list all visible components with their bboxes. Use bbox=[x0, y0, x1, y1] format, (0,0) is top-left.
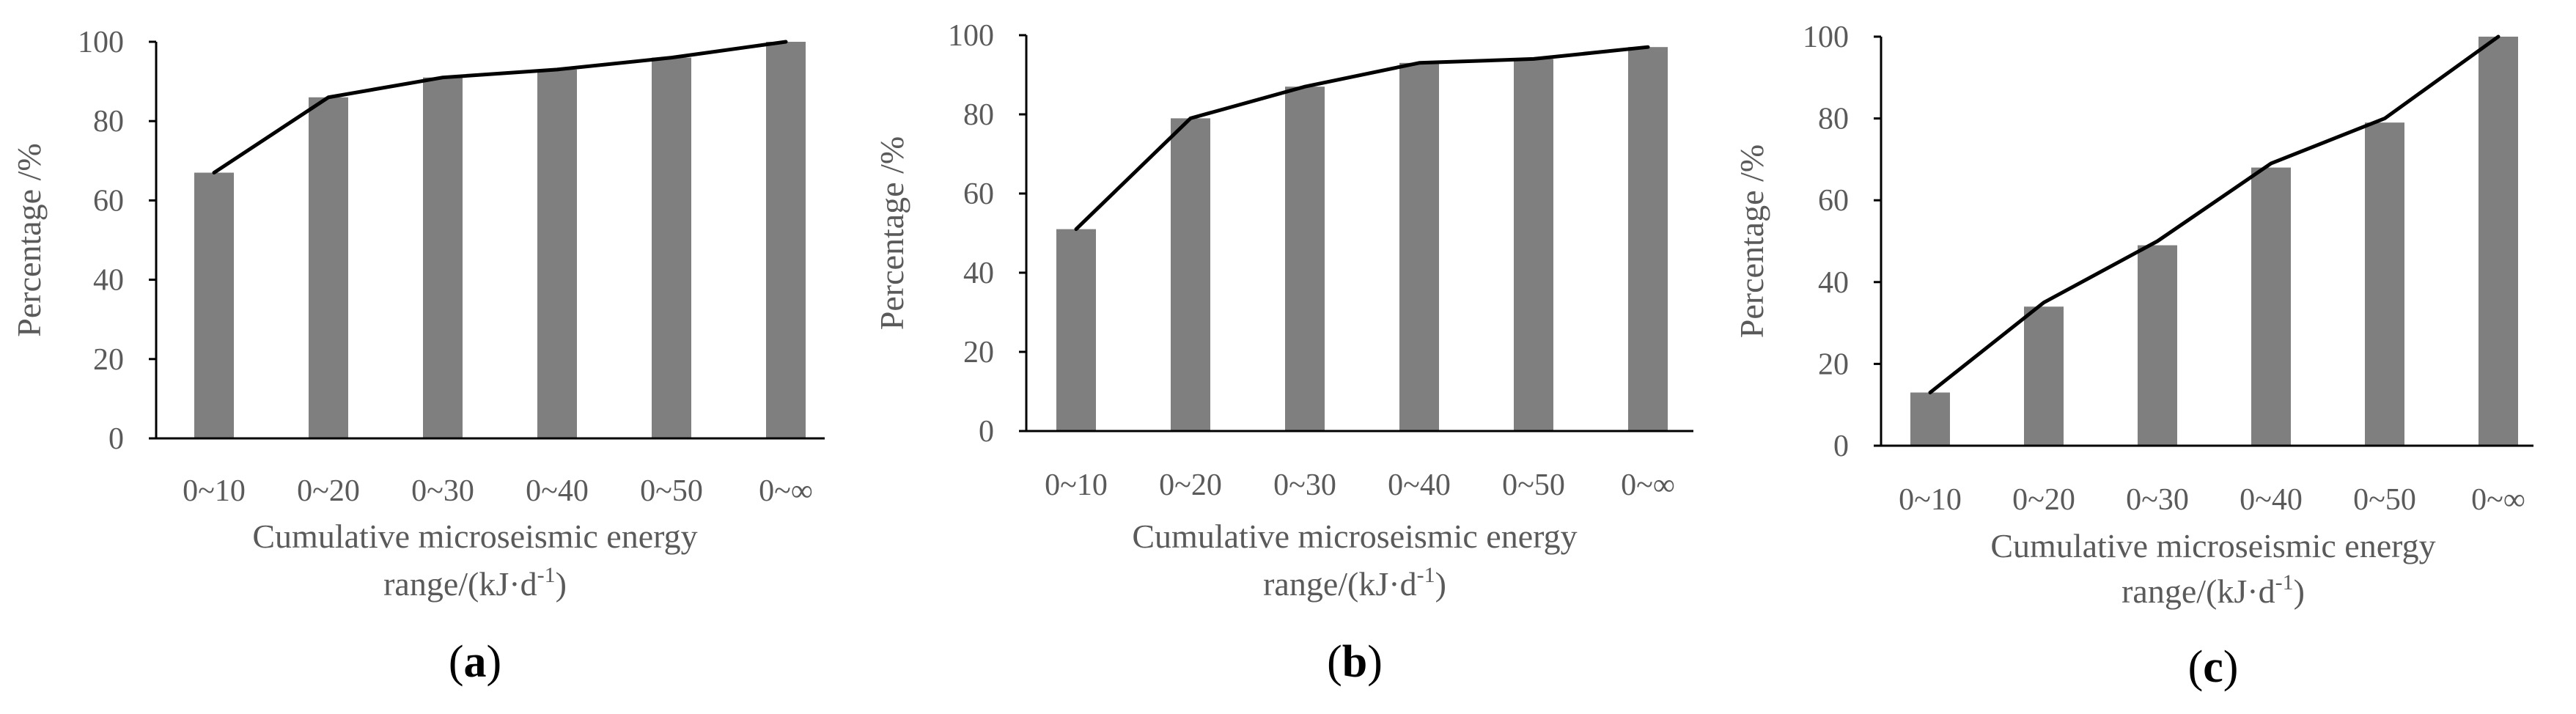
x-tick-label-b-4: 0~40 bbox=[1388, 468, 1451, 502]
x-tick-label-c-2: 0~20 bbox=[2012, 483, 2075, 517]
bar-b-4 bbox=[1399, 62, 1439, 432]
x-axis-unit-main: range/(kJ·d bbox=[2121, 573, 2275, 610]
x-axis-unit-superscript: -1 bbox=[1417, 563, 1435, 587]
panel-paren-close: ) bbox=[2223, 642, 2239, 692]
y-tick-label-a-80: 80 bbox=[93, 105, 124, 139]
x-tick-label-a-5: 0~50 bbox=[640, 474, 703, 508]
bar-a-3 bbox=[423, 77, 463, 438]
cumulative-line-c bbox=[1928, 34, 2500, 394]
bar-c-6 bbox=[2479, 37, 2518, 446]
x-axis-unit-c: range/(kJ·d-1) bbox=[2121, 570, 2305, 610]
bar-a-4 bbox=[537, 69, 577, 439]
bar-b-2 bbox=[1171, 118, 1210, 431]
y-tick-label-a-60: 60 bbox=[93, 184, 124, 218]
y-tick-label-a-0: 0 bbox=[108, 422, 124, 456]
y-tick-label-b-0: 0 bbox=[979, 415, 994, 449]
x-tick-label-a-6: 0~∞ bbox=[759, 474, 813, 508]
bar-b-6 bbox=[1628, 47, 1668, 431]
x-tick-label-a-2: 0~20 bbox=[297, 474, 360, 508]
x-axis-title-a: Cumulative microseismic energy bbox=[252, 518, 697, 555]
x-axis-unit-close: ) bbox=[2294, 573, 2305, 610]
y-axis-title-b: Percentage /% bbox=[873, 136, 910, 330]
x-tick-label-a-1: 0~10 bbox=[183, 474, 246, 508]
x-axis-unit-close: ) bbox=[1435, 565, 1446, 603]
panel-label-a: (a) bbox=[449, 637, 501, 687]
bar-a-1 bbox=[194, 172, 234, 438]
y-tick-label-b-60: 60 bbox=[963, 177, 994, 211]
bar-b-5 bbox=[1514, 59, 1553, 432]
panel-paren-close: ) bbox=[487, 637, 502, 687]
bar-c-4 bbox=[2251, 167, 2291, 446]
y-tick-label-a-100: 100 bbox=[78, 26, 124, 59]
y-tick-label-c-80: 80 bbox=[1818, 103, 1849, 136]
bar-b-3 bbox=[1285, 87, 1325, 431]
y-tick-label-a-20: 20 bbox=[93, 343, 124, 377]
x-tick-label-c-5: 0~50 bbox=[2353, 483, 2416, 517]
panel-paren-open: ( bbox=[2188, 642, 2204, 692]
bar-c-2 bbox=[2024, 306, 2064, 446]
x-tick-label-b-6: 0~∞ bbox=[1621, 468, 1675, 502]
chart-c: 0 20 40 60 80 100 0~10 0~20 0~30 0~40 0~50 0~∞ Perce… bbox=[1733, 21, 2533, 692]
x-tick-label-c-4: 0~40 bbox=[2240, 483, 2303, 517]
panel-label-c: (c) bbox=[2188, 642, 2239, 692]
x-axis-unit-main: range/(kJ·d bbox=[383, 565, 537, 603]
bar-a-5 bbox=[652, 57, 691, 438]
x-tick-label-b-2: 0~20 bbox=[1159, 468, 1222, 502]
bar-c-5 bbox=[2365, 122, 2404, 446]
cumulative-line-b bbox=[1074, 45, 1650, 232]
y-tick-label-c-20: 20 bbox=[1818, 347, 1849, 381]
x-tick-label-b-1: 0~10 bbox=[1045, 468, 1108, 502]
panel-letter: b bbox=[1342, 637, 1367, 687]
panel-letter: a bbox=[464, 637, 487, 687]
y-axis-title-c: Percentage /% bbox=[1733, 144, 1770, 338]
panel-letter: c bbox=[2203, 642, 2223, 692]
bar-c-1 bbox=[1910, 392, 1950, 446]
x-tick-label-b-5: 0~50 bbox=[1502, 468, 1565, 502]
x-axis-unit-b: range/(kJ·d-1) bbox=[1263, 563, 1446, 603]
chart-a: 0 20 40 60 80 100 0~10 0~20 0~30 0~40 0~50 0~∞ Perce… bbox=[10, 26, 825, 687]
x-axis-unit-main: range/(kJ·d bbox=[1263, 565, 1416, 603]
x-axis-unit-superscript: -1 bbox=[2275, 570, 2294, 595]
y-axis-title-a: Percentage /% bbox=[10, 143, 48, 336]
bar-a-6 bbox=[766, 42, 806, 438]
bar-a-2 bbox=[309, 97, 348, 439]
x-axis-unit-superscript: -1 bbox=[537, 563, 556, 587]
cumulative-line-a bbox=[212, 40, 788, 175]
y-tick-label-c-40: 40 bbox=[1818, 266, 1849, 300]
bar-c-3 bbox=[2138, 245, 2177, 446]
x-axis-unit-close: ) bbox=[556, 565, 567, 603]
y-tick-label-b-20: 20 bbox=[963, 336, 994, 369]
x-tick-label-a-4: 0~40 bbox=[526, 474, 589, 508]
y-tick-label-b-40: 40 bbox=[963, 257, 994, 290]
x-axis-unit-a: range/(kJ·d-1) bbox=[383, 563, 567, 603]
x-tick-label-c-6: 0~∞ bbox=[2471, 483, 2525, 517]
x-tick-label-c-1: 0~10 bbox=[1899, 483, 1962, 517]
y-tick-label-b-80: 80 bbox=[963, 98, 994, 132]
bar-b-1 bbox=[1056, 229, 1096, 431]
y-tick-label-b-100: 100 bbox=[948, 19, 994, 53]
panel-label-b: (b) bbox=[1327, 637, 1383, 687]
y-tick-label-c-0: 0 bbox=[1833, 430, 1849, 463]
y-tick-label-c-100: 100 bbox=[1803, 21, 1849, 54]
x-axis-title-b: Cumulative microseismic energy bbox=[1132, 518, 1577, 555]
y-tick-label-a-40: 40 bbox=[93, 264, 124, 298]
x-tick-label-a-3: 0~30 bbox=[411, 474, 474, 508]
panel-paren-open: ( bbox=[1327, 637, 1342, 687]
panel-paren-close: ) bbox=[1367, 637, 1383, 687]
x-tick-label-b-3: 0~30 bbox=[1273, 468, 1336, 502]
x-tick-label-c-3: 0~30 bbox=[2126, 483, 2189, 517]
chart-b: 0 20 40 60 80 100 0~10 0~20 0~30 0~40 0~50 0~∞ Perce… bbox=[873, 19, 1693, 687]
panel-paren-open: ( bbox=[449, 637, 464, 687]
y-tick-label-c-60: 60 bbox=[1818, 184, 1849, 218]
x-axis-title-c: Cumulative microseismic energy bbox=[1990, 527, 2435, 564]
